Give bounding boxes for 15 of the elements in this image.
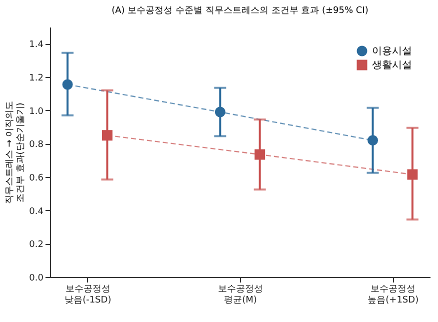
x-tick-label: 보수공정성 높음(+1SD) (368, 284, 419, 306)
y-tick-label: 1.2 (29, 74, 44, 84)
legend-label: 생활시설 (372, 60, 412, 71)
legend-label: 이용시설 (372, 46, 412, 57)
chart-title: (A) 보수공정성 수준별 직무스트레스의 조건부 효과 (±95% CI) (112, 6, 368, 16)
x-tick-label: 보수공정성 평균(M) (218, 284, 263, 306)
x-tick-label: 보수공정성 낮음(-1SD) (64, 284, 112, 306)
y-tick-label: 0.4 (29, 206, 44, 217)
y-tick-label: 1.4 (29, 40, 44, 50)
y-tick-label: 0.0 (29, 274, 44, 284)
y-tick-label: 1.0 (29, 106, 44, 117)
y-axis-title: 직무스트레스 → 이직의도 조건부 효과(단순기울기) (5, 100, 26, 204)
y-tick-label: 0.2 (29, 240, 44, 250)
y-tick-label: 0.8 (29, 140, 44, 150)
y-tick-label: 0.6 (29, 174, 44, 184)
